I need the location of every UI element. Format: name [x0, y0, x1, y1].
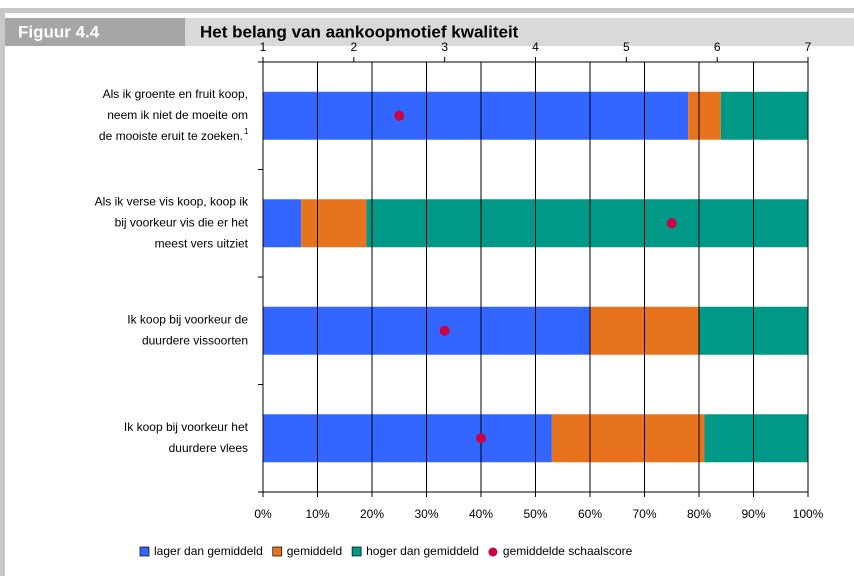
x-tick-label: 80% — [687, 507, 711, 521]
legend-label: gemiddeld — [287, 544, 342, 558]
x-tick-label: 50% — [523, 507, 547, 521]
x-tick-label: 20% — [360, 507, 384, 521]
x2-tick-label: 2 — [350, 40, 357, 54]
bar-segment — [688, 91, 721, 140]
figure-label: Figuur 4.4 — [18, 22, 100, 41]
x-tick-label: 0% — [254, 507, 272, 521]
score-dot — [476, 433, 486, 444]
x2-tick-label: 5 — [623, 40, 630, 54]
bar-segment — [704, 414, 808, 463]
x2-tick-label: 6 — [714, 40, 721, 54]
footnote-marker: 1 — [244, 127, 249, 136]
category-label: Als ik verse vis koop, koop ik — [95, 194, 249, 208]
bar-segment — [263, 199, 302, 248]
category-label: de mooiste eruit te zoeken. — [99, 129, 243, 143]
bar-segment — [263, 91, 689, 140]
legend-dot — [488, 547, 498, 557]
category-label: neem ik niet de moeite om — [107, 108, 248, 122]
category-label: meest vers uitziet — [155, 236, 249, 250]
x-tick-label: 70% — [632, 507, 656, 521]
legend-swatch — [139, 546, 150, 557]
x-tick-label: 60% — [578, 507, 602, 521]
x-tick-label: 10% — [305, 507, 329, 521]
category-label: bij voorkeur vis die er het — [115, 215, 249, 229]
category-label: Als ik groente en fruit koop, — [103, 87, 248, 101]
bar-segment — [263, 414, 552, 463]
x2-tick-label: 1 — [260, 40, 267, 54]
category-label: Ik koop bij voorkeur de — [127, 312, 248, 326]
x-tick-label: 30% — [414, 507, 438, 521]
category-label: duurdere vlees — [169, 441, 248, 455]
score-dot — [439, 325, 450, 336]
title-box — [185, 18, 854, 46]
x-tick-label: 100% — [793, 507, 824, 521]
bar-segment — [301, 199, 367, 248]
frame-top — [0, 8, 854, 13]
legend-swatch — [351, 546, 362, 557]
score-dot — [394, 110, 405, 121]
category-label: Ik koop bij voorkeur het — [124, 420, 249, 434]
frame-left — [0, 8, 5, 576]
legend-swatch — [272, 546, 283, 557]
x2-tick-label: 3 — [441, 40, 448, 54]
bar-segment — [366, 199, 808, 248]
chart-title: Het belang van aankoopmotief kwaliteit — [200, 22, 519, 41]
x-tick-label: 90% — [741, 507, 765, 521]
figure-label-box — [5, 18, 185, 46]
bar-segment — [720, 91, 808, 140]
x-tick-label: 40% — [469, 507, 493, 521]
x2-tick-label: 7 — [805, 40, 812, 54]
score-dot — [666, 218, 677, 229]
legend-label: gemiddelde schaalscore — [503, 544, 633, 558]
legend-label: hoger dan gemiddeld — [366, 544, 479, 558]
x2-tick-label: 4 — [532, 40, 539, 54]
legend-label: lager dan gemiddeld — [154, 544, 263, 558]
category-label: duurdere vissoorten — [142, 333, 248, 347]
bar-segment — [551, 414, 705, 463]
